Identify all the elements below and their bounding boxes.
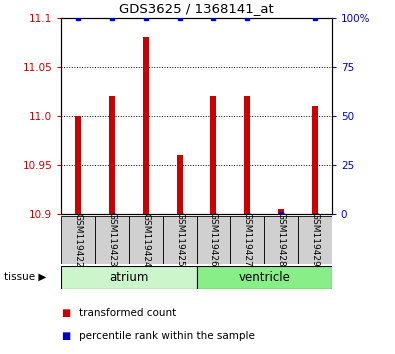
Bar [211, 96, 216, 214]
Text: percentile rank within the sample: percentile rank within the sample [79, 331, 255, 341]
Bar [75, 116, 81, 214]
Bar [163, 216, 197, 264]
Bar [61, 266, 197, 289]
Title: GDS3625 / 1368141_at: GDS3625 / 1368141_at [119, 2, 274, 15]
Bar [278, 209, 284, 214]
Text: GSM119422: GSM119422 [73, 212, 83, 267]
Text: GSM119427: GSM119427 [243, 212, 252, 267]
Bar [143, 38, 149, 214]
Text: GSM119424: GSM119424 [141, 212, 150, 267]
Bar [264, 216, 298, 264]
Text: GSM119423: GSM119423 [107, 212, 117, 267]
Bar [129, 216, 163, 264]
Text: transformed count: transformed count [79, 308, 176, 318]
Text: GSM119426: GSM119426 [209, 212, 218, 267]
Bar [61, 216, 95, 264]
Text: GSM119425: GSM119425 [175, 212, 184, 267]
Bar [197, 216, 230, 264]
Text: ■: ■ [61, 331, 70, 341]
Bar [197, 266, 332, 289]
Bar [312, 106, 318, 214]
Bar [95, 216, 129, 264]
Bar [244, 96, 250, 214]
Text: ■: ■ [61, 308, 70, 318]
Text: GSM119429: GSM119429 [310, 212, 320, 267]
Text: atrium: atrium [109, 270, 149, 284]
Bar [230, 216, 264, 264]
Bar [177, 155, 182, 214]
Text: ventricle: ventricle [238, 270, 290, 284]
Bar [298, 216, 332, 264]
Text: tissue ▶: tissue ▶ [4, 272, 46, 282]
Bar [109, 96, 115, 214]
Text: GSM119428: GSM119428 [276, 212, 286, 267]
